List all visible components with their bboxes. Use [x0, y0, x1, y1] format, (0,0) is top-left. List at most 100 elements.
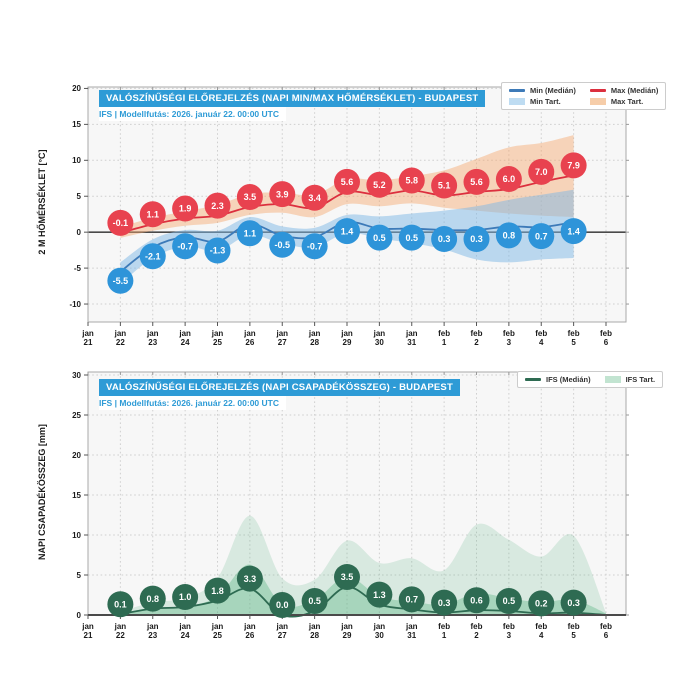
x-tick-label-day: 24 — [181, 338, 190, 347]
legend-item-ifs-range: IFS Tart. — [604, 375, 655, 384]
marker-value-label: -0.5 — [274, 240, 290, 250]
marker-value-label: -1.3 — [210, 246, 226, 256]
temperature-y-axis-label: 2 M HŐMÉRSÉKLET [°C] — [37, 149, 47, 255]
marker-max-medi-n — [107, 209, 134, 236]
marker-ifs-medi-n — [107, 591, 134, 618]
x-tick-label-day: 31 — [407, 338, 416, 347]
marker-ifs-medi-n — [366, 581, 393, 608]
band-min-tart — [120, 189, 574, 284]
marker-value-label: 0.8 — [146, 594, 159, 604]
x-tick-label-month: jan — [146, 329, 159, 338]
marker-value-label: 1.3 — [373, 590, 386, 600]
temperature-legend: Min (Medián) Max (Medián) Min Tart. Max … — [501, 82, 667, 110]
x-tick-label-month: jan — [275, 329, 288, 338]
marker-value-label: 0.0 — [276, 600, 289, 610]
marker-value-label: 1.1 — [244, 228, 257, 238]
max-median-line-swatch — [589, 89, 606, 92]
marker-value-label: 5.6 — [470, 177, 483, 187]
marker-max-medi-n — [236, 184, 263, 211]
min-range-patch-swatch — [509, 98, 525, 105]
marker-ifs-medi-n — [204, 577, 231, 604]
marker-min-medi-n — [366, 224, 393, 251]
x-tick-label-month: feb — [503, 329, 515, 338]
x-tick-label-month: feb — [438, 622, 450, 631]
marker-value-label: 6.0 — [503, 174, 516, 184]
precipitation-legend: IFS (Medián) IFS Tart. — [517, 371, 664, 388]
marker-max-medi-n — [560, 152, 587, 179]
y-tick-label: 20 — [72, 84, 81, 93]
x-tick-label-month: jan — [114, 622, 127, 631]
marker-min-medi-n — [431, 226, 458, 253]
y-tick-label: 15 — [72, 120, 81, 129]
marker-min-medi-n — [528, 223, 555, 250]
ifs-median-line-swatch — [525, 378, 541, 381]
x-tick-label-day: 25 — [213, 338, 222, 347]
x-tick-label-month: jan — [373, 329, 386, 338]
x-tick-label-month: jan — [340, 329, 353, 338]
marker-max-medi-n — [269, 181, 296, 208]
legend-label: Min (Medián) — [530, 86, 576, 95]
legend-item-ifs-median: IFS (Medián) — [525, 375, 591, 384]
marker-min-medi-n — [301, 233, 328, 260]
x-tick-label-day: 4 — [539, 338, 544, 347]
y-tick-label: 25 — [72, 411, 81, 420]
marker-ifs-medi-n — [334, 564, 360, 590]
x-tick-label-month: jan — [114, 329, 127, 338]
marker-value-label: 5.1 — [438, 181, 451, 191]
x-tick-label-day: 2 — [474, 338, 479, 347]
marker-value-label: 0.1 — [114, 599, 127, 609]
legend-item-min-median: Min (Medián) — [509, 86, 576, 95]
marker-min-medi-n — [560, 218, 587, 245]
marker-value-label: -0.7 — [177, 241, 193, 251]
marker-value-label: 3.5 — [341, 572, 354, 582]
marker-value-label: 1.0 — [179, 592, 192, 602]
marker-value-label: 1.4 — [341, 226, 354, 236]
marker-ifs-medi-n — [172, 584, 199, 610]
temperature-chart-subtitle: IFS | Modellfutás: 2026. január 22. 00:0… — [99, 107, 286, 121]
x-tick-label-day: 26 — [245, 338, 254, 347]
legend-label: Max Tart. — [610, 97, 644, 106]
marker-min-medi-n — [172, 233, 199, 260]
temperature-chart-title: VALÓSZÍNŰSÉGI ELŐREJELZÉS (NAPI MIN/MAX … — [99, 90, 486, 107]
x-tick-label-day: 24 — [181, 631, 190, 640]
marker-value-label: -0.1 — [113, 218, 129, 228]
legend-label: Min Tart. — [530, 97, 561, 106]
marker-value-label: 0.5 — [308, 596, 321, 606]
marker-ifs-medi-n — [495, 588, 522, 614]
marker-max-medi-n — [495, 166, 522, 193]
marker-max-medi-n — [398, 167, 425, 194]
x-tick-label-day: 23 — [148, 631, 157, 640]
marker-value-label: 0.3 — [470, 234, 483, 244]
marker-value-label: -2.1 — [145, 251, 161, 261]
x-tick-label-day: 4 — [539, 631, 544, 640]
x-tick-label-day: 3 — [507, 338, 512, 347]
x-tick-label-day: 3 — [507, 631, 512, 640]
x-tick-label-month: jan — [178, 329, 191, 338]
x-tick-label-month: feb — [471, 329, 483, 338]
min-median-line-swatch — [509, 89, 525, 92]
x-tick-label-day: 1 — [442, 631, 447, 640]
marker-value-label: -0.7 — [307, 241, 323, 251]
y-tick-label: -5 — [74, 264, 82, 273]
marker-value-label: 2.3 — [211, 201, 224, 211]
x-tick-label-day: 1 — [442, 338, 447, 347]
y-tick-label: 5 — [77, 571, 82, 580]
y-tick-label: 0 — [77, 228, 82, 237]
x-tick-label-day: 5 — [571, 338, 576, 347]
x-tick-label-day: 29 — [343, 338, 352, 347]
legend-item-max-range: Max Tart. — [589, 97, 659, 106]
legend-label: IFS (Medián) — [546, 375, 591, 384]
x-tick-label-day: 21 — [84, 631, 93, 640]
x-tick-label-day: 2 — [474, 631, 479, 640]
marker-ifs-medi-n — [269, 592, 296, 618]
marker-ifs-medi-n — [431, 589, 458, 616]
marker-value-label: 3.4 — [308, 193, 321, 203]
x-tick-label-day: 22 — [116, 631, 125, 640]
y-tick-label: -10 — [69, 300, 81, 309]
x-tick-label-month: jan — [243, 329, 256, 338]
marker-min-medi-n — [463, 226, 490, 253]
marker-max-medi-n — [528, 158, 555, 185]
x-tick-label-day: 29 — [343, 631, 352, 640]
y-tick-label: 20 — [72, 451, 81, 460]
y-tick-label: 15 — [72, 491, 81, 500]
